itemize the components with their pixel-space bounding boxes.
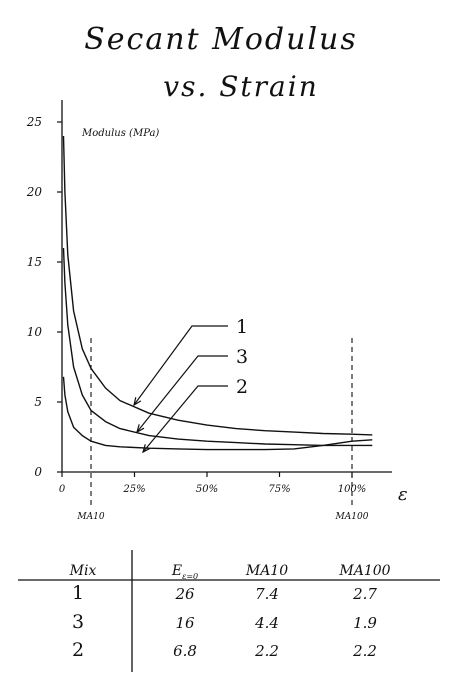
y-tick-label-0: 0: [34, 465, 42, 479]
table-cell-ma10: 2.2: [255, 642, 279, 660]
curve-labels: 1 3 2: [133, 316, 248, 454]
chart-axes: 0 5 10 15 20 25 0 25% 50% 75% 100% Modulus (MPa) ε: [26, 100, 408, 505]
x-axis-label: ε: [398, 484, 408, 505]
y-tick-label-5: 25: [26, 115, 42, 129]
x-tick-label-4: 100%: [338, 484, 367, 495]
table-cell-ma100: 2.7: [353, 585, 377, 603]
chart-curves: [62, 135, 373, 451]
table-cell-mix: 3: [71, 611, 85, 633]
curve-label-1: 1: [236, 316, 248, 338]
y-tick-label-2: 10: [27, 325, 43, 339]
table-header-ma10: MA10: [245, 563, 289, 579]
chart-title-line2: vs. Strain: [163, 70, 319, 103]
x-tick-label-3: 75%: [268, 484, 290, 495]
x-tick-label-1: 25%: [122, 484, 145, 495]
table-cell-ma100: 2.2: [353, 642, 377, 660]
table-header-ma100: MA100: [339, 563, 391, 579]
table-cell-mix: 2: [71, 639, 85, 661]
reference-label-1: MA100: [335, 512, 369, 522]
table-cell-ma100: 1.9: [353, 614, 377, 632]
table-header-mix: Mix: [69, 563, 97, 579]
curve-label-2: 2: [236, 376, 248, 398]
curve-pointer-3: [136, 355, 228, 433]
curve-pointer-head-1: [133, 397, 142, 407]
table-cell-mix: 1: [71, 582, 85, 604]
reference-label-0: MA10: [76, 512, 104, 522]
y-tick-label-1: 5: [34, 395, 42, 409]
curve-mix-2: [62, 376, 373, 451]
table-cell-e0: 6.8: [173, 642, 197, 660]
reference-lines: MA10 MA100: [76, 338, 369, 522]
y-tick-label-3: 15: [27, 255, 42, 269]
curve-mix-3: [62, 247, 373, 447]
table-header-e0-sub: ε=0: [182, 571, 199, 581]
table-header-e0: Eε=0: [150, 563, 220, 581]
chart-title-line1: Secant Modulus: [84, 22, 358, 57]
table-lines: [18, 550, 440, 672]
table-cell-e0: 26: [175, 585, 195, 603]
y-tick-label-4: 20: [26, 185, 43, 199]
table-cell-e0: 16: [175, 614, 195, 632]
curve-pointer-head-3: [136, 424, 145, 434]
curve-pointer-head-2: [142, 444, 151, 454]
table-cell-ma10: 4.4: [255, 614, 279, 632]
curve-label-3: 3: [236, 346, 248, 368]
curve-pointer-2: [142, 385, 228, 453]
table-cell-ma10: 7.4: [255, 585, 279, 603]
y-axis-label: Modulus (MPa): [81, 128, 159, 139]
x-tick-label-2: 50%: [196, 484, 218, 495]
table-header-e0-main: E: [171, 563, 183, 579]
curve-pointer-1: [133, 325, 228, 406]
curve-mix-1: [62, 135, 373, 436]
x-tick-label-0: 0: [59, 484, 66, 495]
